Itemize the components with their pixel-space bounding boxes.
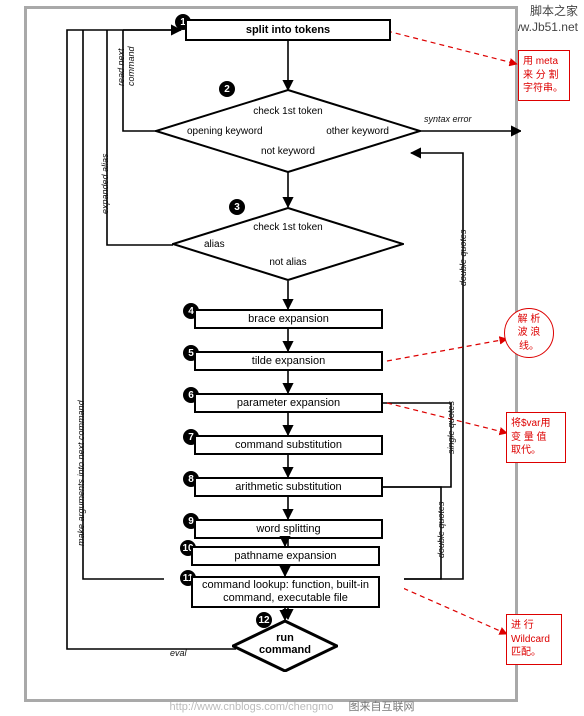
step-11-box: command lookup: function, built-in comma… [191,576,380,608]
annot-4: 进 行 Wildcard 匹配。 [506,614,562,665]
footer-url: http://www.cnblogs.com/chengmo [170,701,334,713]
label-single-quotes: single quotes [446,401,456,454]
label-expanded-alias: expanded alias [100,153,110,214]
step-10-box-b: pathname expansion [191,546,380,566]
label-make-args: make arguments into next command [76,400,86,546]
diamond-12: run command [232,620,338,672]
annot-2: 解 析 波 浪 线。 [504,308,554,358]
label-double-quotes-1: double quotes [458,229,468,286]
footer: http://www.cnblogs.com/chengmo 图来自互联网 [0,698,584,714]
annot-1: 用 meta 来 分 割 字符串。 [518,50,570,101]
d12-label: run command [232,632,338,656]
label-read-next: read next command [116,46,136,86]
label-double-quotes-2: double quotes [436,501,446,558]
annot-3: 将$var用 变 量 值 取代。 [506,412,566,463]
label-eval: eval [170,648,187,658]
label-syntax-error: syntax error [424,114,472,124]
footer-note: 图来自互联网 [348,701,414,713]
